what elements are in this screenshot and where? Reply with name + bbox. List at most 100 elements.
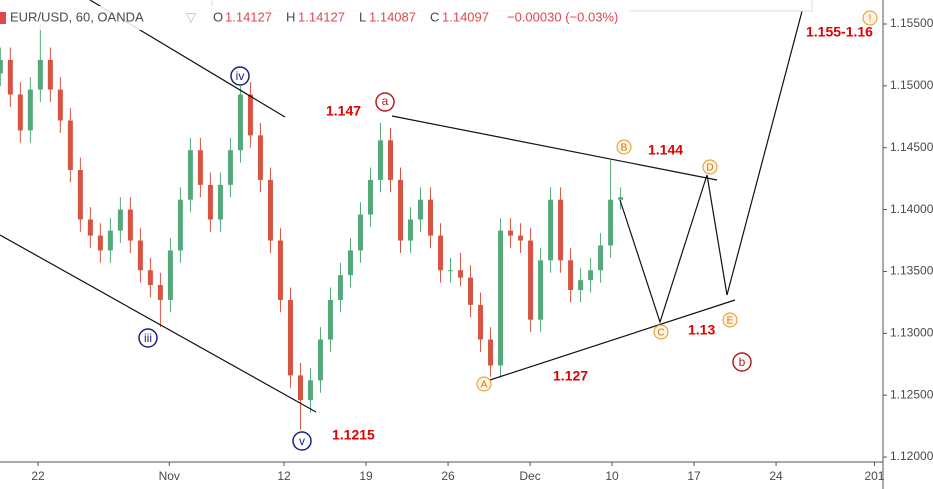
y-tick-label: 1.13500 xyxy=(890,264,933,278)
candle-body xyxy=(177,199,183,251)
candle-body xyxy=(147,270,153,286)
ohlc-label: C xyxy=(430,9,439,24)
x-tick-label: 26 xyxy=(441,469,455,483)
wave-labels: iii iv v a b A B C D E ! xyxy=(138,10,878,451)
candle-body xyxy=(77,170,83,220)
price-label: 1.155-1.16 xyxy=(806,24,873,40)
candle-body xyxy=(267,179,273,241)
plot-area xyxy=(0,24,624,430)
wave-label: D xyxy=(706,163,713,174)
symbol-title: EUR/USD, 60, OANDA xyxy=(10,9,144,24)
candle-body xyxy=(327,299,333,340)
x-tick-label: 201 xyxy=(864,469,884,483)
price-label: 1.144 xyxy=(648,142,683,158)
candle-body xyxy=(508,230,514,236)
wave-label: C xyxy=(657,328,664,339)
candle-body xyxy=(518,235,524,241)
ohlc-value: 1.14087 xyxy=(369,9,416,24)
candle-body xyxy=(488,339,494,366)
candle-body xyxy=(37,59,43,90)
candle-body xyxy=(317,339,323,381)
price-label: 1.13 xyxy=(688,322,715,338)
ohlc-value: 1.14097 xyxy=(442,9,489,24)
x-tick-label: Nov xyxy=(159,469,180,483)
candle-body xyxy=(428,199,434,236)
y-tick-label: 1.12000 xyxy=(890,449,933,463)
candle-body xyxy=(357,214,363,251)
candle-body xyxy=(468,277,474,305)
candle-body xyxy=(277,240,283,300)
candle-body xyxy=(67,120,73,171)
y-tick-label: 1.15000 xyxy=(890,78,933,92)
candle-body xyxy=(588,270,594,281)
price-axis xyxy=(883,0,933,489)
candle-body xyxy=(458,270,464,278)
candle-body xyxy=(618,197,624,200)
candle-body xyxy=(498,230,504,366)
candle-body xyxy=(0,59,3,74)
candle-body xyxy=(257,135,263,180)
wave-circle xyxy=(653,324,669,340)
candle-body xyxy=(397,179,403,241)
candle-body xyxy=(157,285,163,300)
x-tick-label: 22 xyxy=(31,469,45,483)
ohlc-label: H xyxy=(286,9,295,24)
wave-label: E xyxy=(727,316,734,327)
candle-body xyxy=(137,240,143,271)
wave-circle xyxy=(722,312,738,328)
candle-body xyxy=(97,235,103,251)
wave-circle xyxy=(732,352,752,372)
y-tick-label: 1.15500 xyxy=(890,16,933,30)
trend-line xyxy=(489,299,736,381)
candle-body xyxy=(247,94,253,136)
y-tick-label: 1.14000 xyxy=(890,202,933,216)
change-value: −0.00030 (−0.03%) xyxy=(507,9,618,24)
wave-circle xyxy=(138,328,158,348)
wave-circle xyxy=(375,92,395,112)
x-tick-label: 12 xyxy=(277,469,291,483)
candle-body xyxy=(197,150,203,185)
y-tick-label: 1.14500 xyxy=(890,140,933,154)
candle-body xyxy=(297,375,303,401)
wave-label: iii xyxy=(144,331,152,345)
candle-body xyxy=(598,245,604,271)
ohlc-label: L xyxy=(359,9,366,24)
candle-body xyxy=(608,199,614,246)
wave-circle xyxy=(230,66,250,86)
x-tick-label: 17 xyxy=(687,469,701,483)
candle-body xyxy=(57,89,63,121)
y-tick-label: 1.12500 xyxy=(890,387,933,401)
price-label: 1.1215 xyxy=(332,427,375,443)
candle-body xyxy=(408,219,414,241)
wave-label: b xyxy=(739,355,746,369)
candle-body xyxy=(558,199,564,261)
x-tick-label: 19 xyxy=(359,469,373,483)
legend-header: EUR/USD, 60, OANDA ▽ O 1.14127 H 1.14127… xyxy=(0,6,630,30)
candle-body xyxy=(377,140,383,180)
trend-line xyxy=(0,234,317,413)
alert-icon[interactable] xyxy=(862,10,878,26)
x-tick-label: 10 xyxy=(605,469,619,483)
candle-body xyxy=(367,179,373,215)
candle-body xyxy=(418,199,424,220)
wave-label: ! xyxy=(869,14,872,25)
candle-body xyxy=(287,299,293,376)
header-bg xyxy=(0,6,630,30)
ohlc-label: O xyxy=(213,9,223,24)
wave-label: A xyxy=(481,380,488,391)
price-label: 1.127 xyxy=(553,368,588,384)
wave-circle xyxy=(476,376,492,392)
candle-body xyxy=(107,230,113,251)
price-labels: 1.147 1.144 1.155-1.16 1.13 1.127 1.1215 xyxy=(326,24,873,443)
y-tick-label: 1.13000 xyxy=(890,325,933,339)
candle-body xyxy=(438,235,444,271)
wave-label: v xyxy=(299,434,305,448)
candle-body xyxy=(27,89,33,131)
candle-body xyxy=(127,209,133,241)
wave-label: B xyxy=(621,143,628,154)
candle-body xyxy=(227,150,233,185)
series-marker xyxy=(0,12,6,24)
wave-circle xyxy=(702,159,718,175)
candle-body xyxy=(538,260,544,320)
candle-body xyxy=(578,280,584,291)
